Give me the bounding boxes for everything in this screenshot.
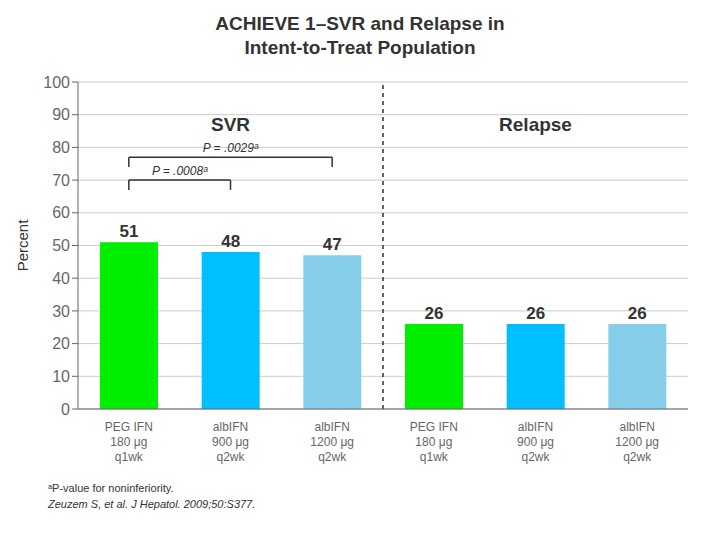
svg-text:PEG IFN180 μgq1wk: PEG IFN180 μgq1wk bbox=[410, 420, 458, 464]
html-text:ACHIEVE 1–SVR and Relapse in I: ACHIEVE 1–SVR and Relapse in Intent-to-T… bbox=[215, 13, 505, 58]
html-text:ᵃP-value for noninferiority.: ᵃP-value for noninferiority. bbox=[48, 482, 174, 494]
svg-text:0: 0 bbox=[61, 401, 70, 418]
svg-text:PEG IFN180 μgq1wk: PEG IFN180 μgq1wk bbox=[105, 420, 153, 464]
svg-text:10: 10 bbox=[52, 368, 70, 385]
svg-text:40: 40 bbox=[52, 270, 70, 287]
svg-text:26: 26 bbox=[526, 304, 545, 323]
svg-text:P = .0029ᵃ: P = .0029ᵃ bbox=[203, 141, 259, 155]
svg-text:60: 60 bbox=[52, 204, 70, 221]
svg-text:70: 70 bbox=[52, 172, 70, 189]
svg-text:26: 26 bbox=[628, 304, 647, 323]
svg-text:100: 100 bbox=[43, 74, 70, 91]
svg-text:SVR: SVR bbox=[211, 114, 250, 135]
svg-text:Percent: Percent bbox=[14, 219, 31, 272]
svg-text:30: 30 bbox=[52, 303, 70, 320]
svg-text:50: 50 bbox=[52, 237, 70, 254]
svg-text:20: 20 bbox=[52, 335, 70, 352]
svg-text:51: 51 bbox=[120, 222, 139, 241]
svg-text:47: 47 bbox=[323, 235, 342, 254]
html-text:Zeuzem S, et al. J Hepatol. 20: Zeuzem S, et al. J Hepatol. 2009;50:S377… bbox=[48, 498, 256, 510]
svg-text:26: 26 bbox=[425, 304, 444, 323]
svg-text:80: 80 bbox=[52, 139, 70, 156]
svg-text:albIFN1200 μgq2wk: albIFN1200 μgq2wk bbox=[310, 420, 354, 464]
svg-text:P = .0008ᵃ: P = .0008ᵃ bbox=[152, 164, 208, 178]
svg-text:90: 90 bbox=[52, 106, 70, 123]
svg-text:48: 48 bbox=[221, 232, 240, 251]
svg-text:albIFN900 μgq2wk: albIFN900 μgq2wk bbox=[517, 420, 554, 464]
svg-text:Relapse: Relapse bbox=[499, 114, 572, 135]
svg-text:albIFN1200 μgq2wk: albIFN1200 μgq2wk bbox=[615, 420, 659, 464]
svg-text:albIFN900 μgq2wk: albIFN900 μgq2wk bbox=[212, 420, 249, 464]
